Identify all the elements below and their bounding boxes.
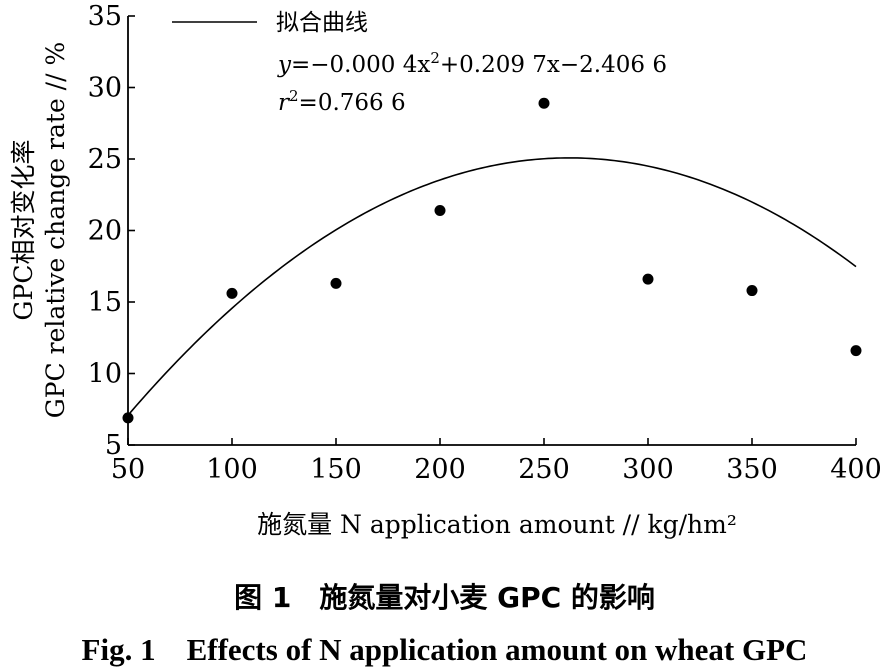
x-tick-label: 100 [206,454,258,485]
data-point [642,273,654,285]
axes [127,16,856,446]
x-tick-label: 350 [726,454,778,485]
fit-curve [127,157,857,416]
x-tick-label: 200 [414,454,466,485]
data-point [226,287,238,299]
x-tick-label: 300 [622,454,674,485]
y-axis-title-en: GPC relative change rate // % [41,42,70,418]
y-tick-label: 15 [88,287,122,318]
data-point [434,204,446,216]
y-tick-label: 10 [88,359,122,390]
data-point [850,345,862,357]
y-tick-label: 5 [105,430,122,461]
y-tick-label: 30 [88,73,122,104]
figure-caption-en: Fig. 1 Effects of N application amount o… [81,632,808,667]
fit-equation: y=−0.000 4x2+0.209 7x−2.406 6 [277,49,667,78]
data-point [330,277,342,289]
chart: 50 100 150 200 250 300 350 400 5 10 15 20 25 30 35 拟合曲… [9,1,882,539]
ticks: 50 100 150 200 250 300 350 400 5 10 15 20 25 30 35 [88,1,882,485]
x-tick-label: 400 [830,454,882,485]
data-points [122,97,862,424]
legend-label: 拟合曲线 [276,10,368,36]
x-tick-label: 150 [310,454,362,485]
r-squared: r2=0.766 6 [278,87,406,116]
data-point [746,285,758,297]
figure-caption-cn: 图 1 施氮量对小麦 GPC 的影响 [234,581,655,614]
data-point [122,412,134,424]
data-point [538,97,550,109]
y-axis-title-cn: GPC相对变化率 [9,140,38,321]
y-tick-label: 35 [88,1,122,32]
x-tick-label: 50 [111,454,145,485]
x-tick-label: 250 [518,454,570,485]
y-tick-label: 25 [88,144,122,175]
x-axis-title: 施氮量 N application amount // kg/hm² [257,510,737,539]
legend: 拟合曲线 y=−0.000 4x2+0.209 7x−2.406 6 r2=0.… [172,10,667,116]
y-tick-label: 20 [88,216,122,247]
